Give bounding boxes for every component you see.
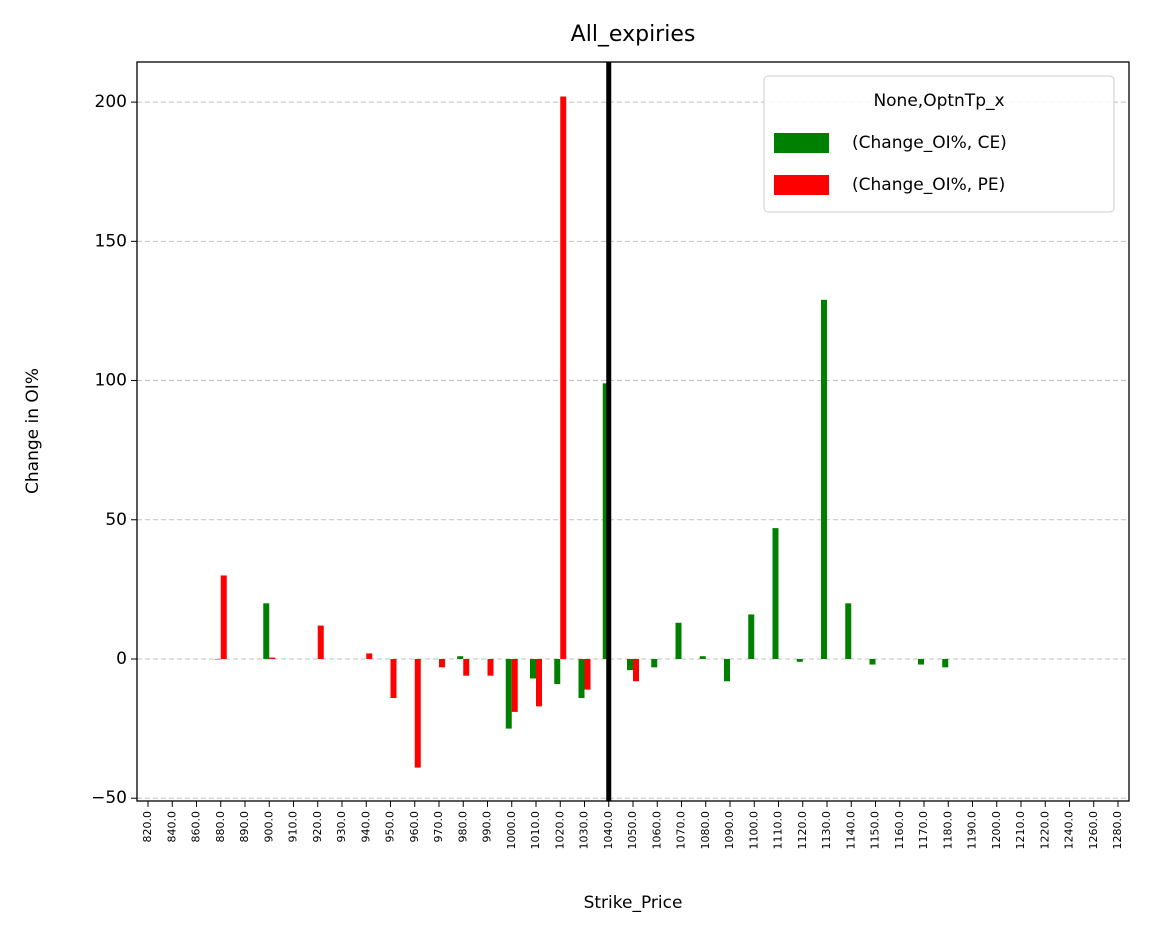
x-tick-label: 1000.0: [505, 811, 518, 850]
bar: [530, 658, 536, 679]
x-tick-label: 1070.0: [675, 811, 688, 850]
plot-frame: [136, 61, 1130, 802]
x-tick-label: 1180.0: [941, 811, 954, 850]
bar: [463, 658, 470, 676]
x-tick-label: 1090.0: [723, 811, 736, 850]
legend: None,OptnTp_x (Change_OI%, CE) (Change_OI%…: [763, 75, 1115, 213]
bar: [748, 614, 755, 659]
y-tick-label: 100: [95, 371, 127, 391]
bar: [439, 658, 445, 668]
x-tick-label: 1100.0: [747, 811, 760, 850]
bar: [584, 658, 591, 690]
x-tick-label: 1060.0: [650, 811, 663, 850]
x-tick-label: 950.0: [384, 811, 397, 843]
bar: [560, 96, 567, 659]
bar: [536, 658, 542, 707]
bar: [505, 658, 512, 729]
bar: [772, 528, 779, 659]
bar: [633, 658, 639, 682]
x-tick-label: 1280.0: [1111, 811, 1124, 850]
legend-title: None,OptnTp_x: [873, 91, 1004, 111]
x-tick-label: 1190.0: [966, 811, 979, 850]
bar: [699, 656, 706, 659]
x-tick-label: 1240.0: [1063, 811, 1076, 850]
x-tick-label: 1170.0: [917, 811, 930, 850]
x-tick-label: 990.0: [481, 811, 494, 843]
bar: [627, 658, 633, 671]
bar: [869, 658, 876, 665]
y-tick-label: 200: [95, 92, 127, 112]
legend-label: (Change_OI%, PE): [852, 175, 1005, 195]
x-tick-label: 890.0: [238, 811, 251, 843]
bar: [390, 658, 397, 698]
x-tick-label: 910.0: [287, 811, 300, 843]
legend-swatch: [774, 175, 829, 195]
x-tick-label: 1010.0: [529, 811, 542, 850]
y-axis-label: Change in OI%: [23, 368, 43, 494]
y-tick-label: 0: [116, 649, 127, 669]
x-tick-label: 1140.0: [844, 811, 857, 850]
bar: [269, 657, 276, 659]
legend-label: (Change_OI%, CE): [852, 133, 1007, 153]
bar: [651, 658, 658, 668]
bar: [414, 658, 421, 768]
x-tick-label: 1130.0: [820, 811, 833, 850]
x-tick-label: 930.0: [335, 811, 348, 843]
x-tick-label: 1220.0: [1038, 811, 1051, 850]
bar: [821, 299, 827, 659]
x-tick-label: 1050.0: [626, 811, 639, 850]
bar: [457, 656, 464, 659]
bar: [366, 653, 373, 659]
bar: [511, 658, 518, 712]
x-tick-label: 1080.0: [699, 811, 712, 850]
bar: [263, 603, 270, 659]
bar: [602, 383, 609, 659]
chart-title: All_expiries: [571, 22, 696, 47]
x-tick-label: 820.0: [141, 811, 154, 843]
x-tick-label: 1040.0: [602, 811, 615, 850]
bar: [796, 658, 803, 662]
x-tick-label: 1200.0: [990, 811, 1003, 850]
x-tick-label: 940.0: [359, 811, 372, 843]
y-tick-label: 150: [95, 231, 127, 251]
bar: [554, 658, 561, 685]
bar: [675, 622, 682, 659]
bar: [214, 658, 221, 660]
bar: [578, 658, 585, 698]
x-tick-label: 1030.0: [578, 811, 591, 850]
bar: [220, 575, 227, 659]
x-tick-label: 880.0: [214, 811, 227, 843]
x-tick-label: 900.0: [262, 811, 275, 843]
bar: [724, 658, 730, 682]
y-tick-label: 50: [105, 510, 127, 530]
bar: [845, 603, 852, 659]
bar: [487, 658, 494, 676]
x-tick-label: 1210.0: [1014, 811, 1027, 850]
y-tick-label: −50: [91, 788, 127, 808]
bar: [918, 658, 924, 665]
x-axis-label: Strike_Price: [584, 893, 683, 913]
x-tick-label: 1150.0: [869, 811, 882, 850]
bar: [317, 625, 324, 659]
bar: [942, 658, 949, 668]
x-tick-label: 980.0: [456, 811, 469, 843]
x-tick-label: 840.0: [165, 811, 178, 843]
x-tick-label: 860.0: [190, 811, 203, 843]
x-tick-label: 1260.0: [1087, 811, 1100, 850]
x-tick-label: 1110.0: [772, 811, 785, 850]
x-tick-label: 1160.0: [893, 811, 906, 850]
x-tick-label: 1120.0: [796, 811, 809, 850]
x-tick-label: 970.0: [432, 811, 445, 843]
x-tick-label: 1020.0: [553, 811, 566, 850]
legend-swatch: [774, 133, 829, 153]
x-tick-label: 920.0: [311, 811, 324, 843]
x-tick-label: 960.0: [408, 811, 421, 843]
legend-box: [763, 75, 1115, 213]
